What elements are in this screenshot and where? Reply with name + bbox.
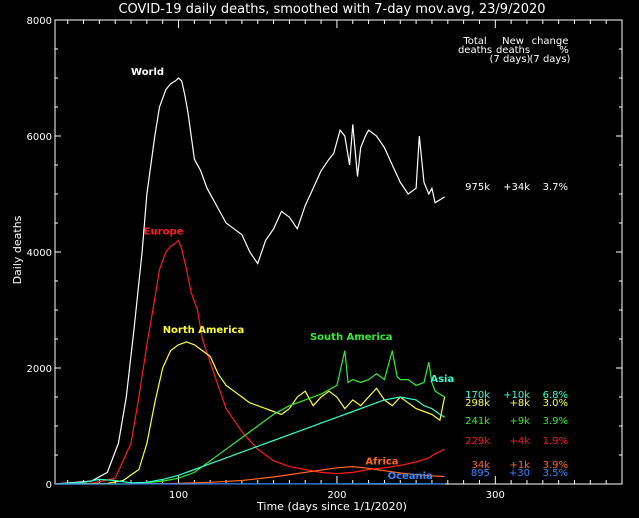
y-tick-label-1: 2000 bbox=[27, 364, 52, 375]
series-line-north-america bbox=[54, 341, 446, 485]
series-label-asia: Asia bbox=[430, 374, 454, 385]
x-tick-label-0: 100 bbox=[169, 490, 188, 501]
series-lines bbox=[54, 77, 446, 485]
header-new: New bbox=[502, 36, 524, 47]
table-change-north-america: 3.0% bbox=[543, 398, 568, 409]
chart-title: COVID-19 daily deaths, smoothed with 7-d… bbox=[118, 2, 545, 17]
table-new-world: +34k bbox=[503, 182, 530, 193]
y-tick-label-0: 0 bbox=[46, 480, 52, 491]
table-change-world: 3.7% bbox=[543, 182, 568, 193]
table-total-south-america: 241k bbox=[465, 416, 490, 427]
table-new-asia: +10k bbox=[503, 390, 530, 401]
table-total-asia: 170k bbox=[465, 390, 490, 401]
series-label-africa: Africa bbox=[365, 456, 398, 467]
table-change-asia: 6.8% bbox=[543, 390, 568, 401]
series-line-world bbox=[54, 77, 445, 485]
y-tick-label-2: 4000 bbox=[27, 248, 52, 259]
table-new-europe: +4k bbox=[509, 436, 530, 447]
table-new-oceania: +30 bbox=[509, 468, 530, 479]
y-tick-label-4: 8000 bbox=[27, 16, 52, 27]
series-label-europe: Europe bbox=[144, 227, 184, 238]
series-label-north-america: North America bbox=[163, 325, 245, 336]
header-new-2: deaths bbox=[496, 45, 530, 56]
table-total-africa: 34k bbox=[471, 460, 490, 471]
y-axis-label: Daily deaths bbox=[11, 215, 24, 284]
series-line-asia bbox=[54, 396, 445, 485]
header-new-3: (7 days) bbox=[490, 54, 531, 65]
series-line-africa bbox=[54, 465, 445, 485]
table-new-africa: +1k bbox=[509, 460, 530, 471]
table-change-europe: 1.9% bbox=[543, 436, 568, 447]
header-total: Total bbox=[462, 36, 486, 47]
series-label-south-america: South America bbox=[310, 332, 393, 343]
y-tick-label-3: 6000 bbox=[27, 132, 52, 143]
header-change-3: (7 days) bbox=[530, 54, 571, 65]
table-total-north-america: 298k bbox=[465, 398, 490, 409]
table-total-europe: 229k bbox=[465, 436, 490, 447]
header-change-2: % bbox=[559, 45, 569, 56]
x-tick-label-1: 200 bbox=[327, 490, 346, 501]
table-header: Total deaths New deaths (7 days) change … bbox=[458, 36, 571, 65]
table-total-oceania: 895 bbox=[471, 468, 490, 479]
series-line-south-america bbox=[55, 350, 445, 485]
header-change: change bbox=[532, 36, 569, 47]
table-change-africa: 3.9% bbox=[543, 460, 568, 471]
header-total-2: deaths bbox=[458, 45, 492, 56]
series-line-europe bbox=[54, 239, 445, 485]
axes: 0 2000 4000 6000 8000 100 200 300 bbox=[27, 16, 623, 501]
x-tick-label-2: 300 bbox=[486, 490, 505, 501]
table-new-north-america: +8k bbox=[509, 398, 530, 409]
table-new-south-america: +9k bbox=[509, 416, 530, 427]
table-total-world: 975k bbox=[465, 182, 490, 193]
table-change-oceania: 3.5% bbox=[543, 468, 568, 479]
stats-table: 975k +34k 3.7% 229k +4k 1.9% 298k +8k 3.0% 241k +9… bbox=[465, 182, 568, 479]
series-label-oceania: Oceania bbox=[388, 471, 433, 482]
series-labels: World Europe North America South America Asi… bbox=[131, 67, 454, 482]
series-label-world: World bbox=[131, 67, 164, 78]
x-axis-label: Time (days since 1/1/2020) bbox=[256, 500, 407, 513]
table-change-south-america: 3.9% bbox=[543, 416, 568, 427]
